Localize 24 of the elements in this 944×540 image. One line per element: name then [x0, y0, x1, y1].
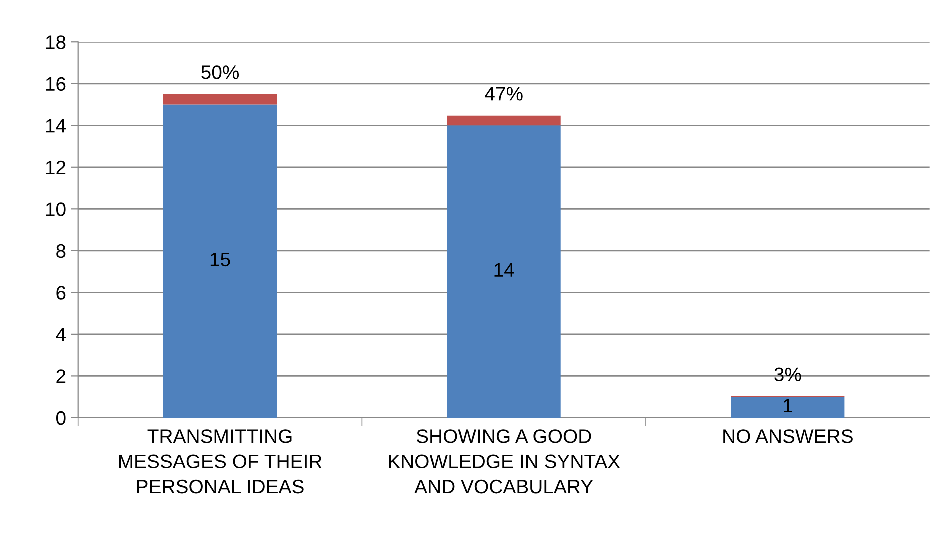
bar — [731, 397, 845, 418]
y-tick-label: 0 — [56, 411, 66, 426]
data-label: 47% — [485, 87, 523, 101]
x-tick-label: TRANSMITTING MESSAGES OF THEIR PERSONAL IDEAS — [119, 430, 322, 494]
bar — [164, 104, 278, 418]
y-tick-label: 18 — [46, 36, 66, 50]
data-label: 1 — [784, 399, 792, 413]
bar — [164, 94, 278, 105]
y-tick-label: 12 — [46, 160, 66, 174]
y-tick-label: 6 — [56, 286, 66, 300]
y-tick-label: 2 — [56, 370, 66, 384]
y-tick-label: 14 — [46, 119, 66, 133]
data-label: 14 — [494, 263, 514, 277]
data-label: 3% — [774, 368, 802, 382]
bar — [447, 126, 561, 418]
bar — [447, 116, 561, 126]
y-tick-label: 8 — [56, 244, 66, 258]
data-label: 50% — [202, 66, 240, 80]
y-tick-label: 16 — [46, 77, 66, 92]
y-tick-label: 10 — [46, 202, 66, 216]
x-tick-label: SHOWING A GOOD KNOWLEDGE IN SYNTAX AND VOCABULARY — [389, 430, 620, 494]
data-label: 15 — [210, 253, 230, 267]
x-tick-label: NO ANSWERS — [724, 430, 853, 444]
y-tick-label: 4 — [56, 328, 66, 342]
